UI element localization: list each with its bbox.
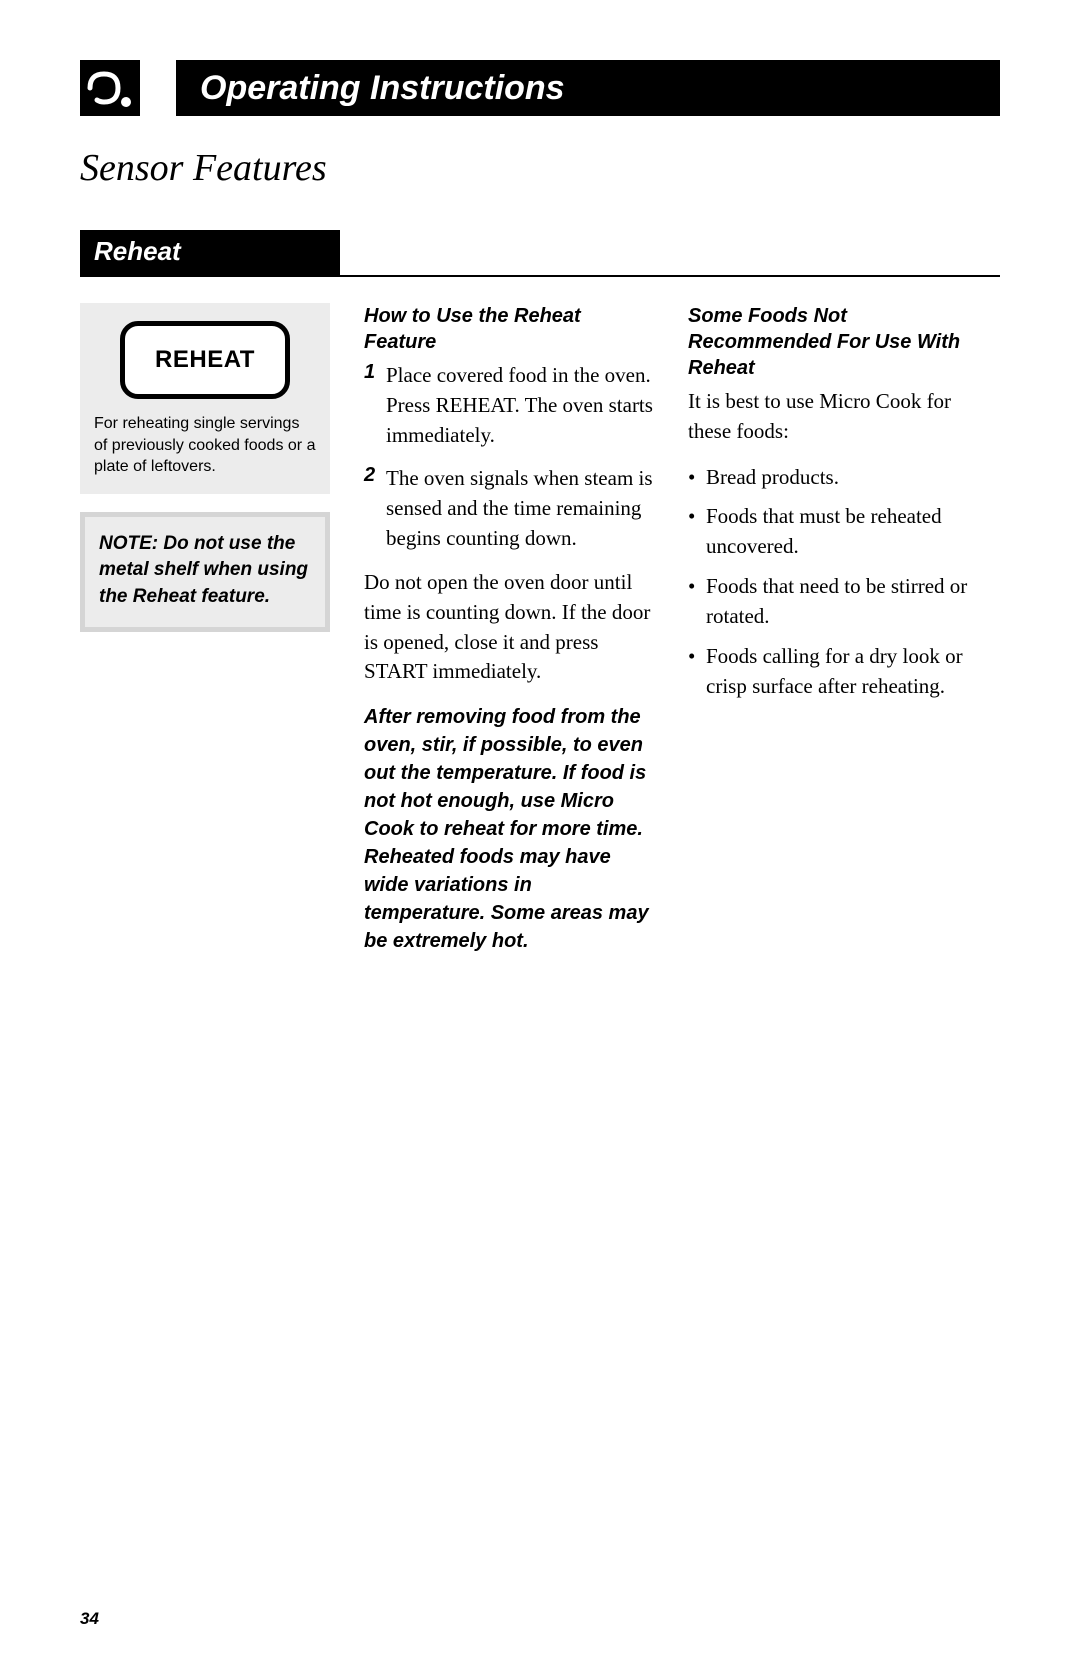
right-heading: Some Foods Not Recommended For Use With … [688, 303, 978, 381]
page-number: 34 [80, 1609, 99, 1629]
bullet-item: Foods that must be reheated uncovered. [688, 502, 978, 562]
step-2: 2 The oven signals when steam is sensed … [364, 464, 654, 553]
middle-column: How to Use the Reheat Feature 1 Place co… [364, 303, 654, 955]
mid-paragraph: Do not open the oven door until time is … [364, 568, 654, 687]
right-intro: It is best to use Micro Cook for these f… [688, 387, 978, 447]
step-text-1: Place covered food in the oven. Press RE… [386, 361, 654, 450]
step-text-2: The oven signals when steam is sensed an… [386, 464, 654, 553]
header-title-bar: Operating Instructions [176, 60, 1000, 116]
button-illustration-box: REHEAT For reheating single servings of … [80, 303, 330, 494]
reheat-button-graphic: REHEAT [120, 321, 290, 399]
section-title: Reheat [94, 236, 181, 266]
mid-emphasis: After removing food from the oven, stir,… [364, 703, 654, 955]
bullet-item: Foods calling for a dry look or crisp su… [688, 642, 978, 702]
page-subtitle: Sensor Features [80, 146, 1000, 190]
step-num-1: 1 [364, 361, 386, 450]
right-column: Some Foods Not Recommended For Use With … [688, 303, 978, 955]
section-rule [80, 275, 1000, 277]
tab-divider [154, 60, 162, 116]
header-title: Operating Instructions [200, 69, 565, 108]
left-column: REHEAT For reheating single servings of … [80, 303, 330, 955]
bullet-item: Foods that need to be stirred or rotated… [688, 572, 978, 632]
button-description: For reheating single servings of previou… [94, 413, 316, 478]
step-1: 1 Place covered food in the oven. Press … [364, 361, 654, 450]
mid-heading: How to Use the Reheat Feature [364, 303, 654, 355]
note-box: NOTE: Do not use the metal shelf when us… [80, 512, 330, 632]
content-columns: REHEAT For reheating single servings of … [80, 303, 1000, 955]
step-num-2: 2 [364, 464, 386, 553]
bullet-item: Bread products. [688, 463, 978, 493]
reheat-button-label: REHEAT [155, 346, 255, 374]
section-title-bar: Reheat [80, 230, 340, 275]
header-row: Operating Instructions [80, 60, 1000, 116]
tab-icon [80, 60, 140, 116]
bullet-list: Bread products. Foods that must be rehea… [688, 463, 978, 702]
